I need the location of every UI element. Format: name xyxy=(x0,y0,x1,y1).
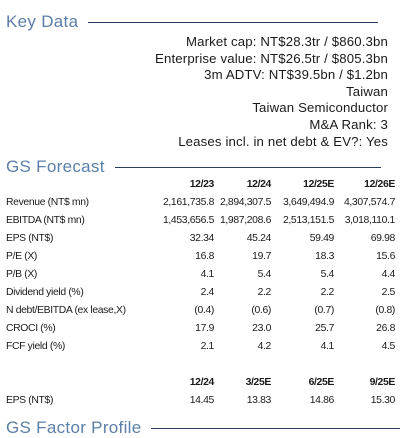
quarterly-table: 12/24 3/25E 6/25E 9/25E EPS (NT$) 14.45 … xyxy=(6,373,395,409)
cell-value: 23.0 xyxy=(252,322,271,334)
row-label: EPS (NT$) xyxy=(6,394,54,406)
header-year: 12/23 xyxy=(189,178,215,190)
cell-value: 25.7 xyxy=(315,322,334,334)
cell-value: 2.5 xyxy=(381,286,396,298)
gs-factor-profile-title: GS Factor Profile xyxy=(6,418,142,437)
cell-value: 2.1 xyxy=(200,340,215,352)
cell-value: 45.24 xyxy=(246,232,272,244)
row-label: Revenue (NT$ mn) xyxy=(6,196,89,208)
table-row: Revenue (NT$ mn) 2,161,735.8 2,894,307.5… xyxy=(6,193,395,211)
forecast-table: 12/23 12/24 12/25E 12/26E Revenue (NT$ m… xyxy=(6,175,395,355)
cell-value: 2.4 xyxy=(200,286,215,298)
table-row: EPS (NT$) 14.45 13.83 14.86 15.30 xyxy=(6,391,395,409)
cell-value: 2,513,151.5 xyxy=(282,214,334,226)
cell-value: 1,987,208.6 xyxy=(219,214,271,226)
cell-value: 17.9 xyxy=(195,322,214,334)
row-label: EBITDA (NT$ mn) xyxy=(6,214,85,226)
cell-value: (0.8) xyxy=(375,304,395,316)
row-label: N debt/EBITDA (ex lease,X) xyxy=(6,304,126,316)
leases-line: Leases incl. in net debt & EV?: Yes xyxy=(178,133,388,149)
row-label: EPS (NT$) xyxy=(6,232,54,244)
gs-forecast-title: GS Forecast xyxy=(6,157,105,176)
header-quarter: 6/25E xyxy=(308,376,335,388)
row-label: P/E (X) xyxy=(6,250,38,262)
header-empty xyxy=(6,373,136,391)
cell-value: 3,018,110.1 xyxy=(344,214,396,226)
cell-value: 16.8 xyxy=(195,250,214,262)
header-quarter: 3/25E xyxy=(245,376,272,388)
table-row: P/B (X) 4.1 5.4 5.4 4.4 xyxy=(6,265,395,283)
table-row: N debt/EBITDA (ex lease,X) (0.4) (0.6) (… xyxy=(6,301,395,319)
adtv-line: 3m ADTV: NT$39.5bn / $1.2bn xyxy=(204,67,388,83)
cell-value: 69.98 xyxy=(370,232,396,244)
table-row: CROCI (%) 17.9 23.0 25.7 26.8 xyxy=(6,319,395,337)
table-row: FCF yield (%) 2.1 4.2 4.1 4.5 xyxy=(6,337,395,355)
cell-value: (0.4) xyxy=(194,304,214,316)
cell-value: 14.86 xyxy=(309,394,335,406)
cell-value: 1,453,656.5 xyxy=(162,214,214,226)
gs-forecast-rule xyxy=(114,166,381,168)
header-quarter: 9/25E xyxy=(369,376,396,388)
cell-value: 3,649,494.9 xyxy=(282,196,334,208)
row-label: FCF yield (%) xyxy=(6,340,65,352)
row-label: CROCI (%) xyxy=(6,322,56,334)
forecast-header-row: 12/23 12/24 12/25E 12/26E xyxy=(6,175,396,193)
table-row: EPS (NT$) 32.34 45.24 59.49 69.98 xyxy=(6,229,395,247)
header-year: 12/25E xyxy=(303,178,334,190)
cell-value: 4.4 xyxy=(381,268,396,280)
ma-rank-line: M&A Rank: 3 xyxy=(309,116,388,132)
cell-value: 4.1 xyxy=(320,340,335,352)
cell-value: 26.8 xyxy=(376,322,395,334)
company-line: Taiwan Semiconductor xyxy=(252,100,388,116)
header-empty xyxy=(6,175,136,193)
cell-value: 2,894,307.5 xyxy=(219,196,271,208)
key-data-heading: Key Data xyxy=(6,12,379,32)
row-label: Dividend yield (%) xyxy=(6,286,84,298)
quarterly-header-row: 12/24 3/25E 6/25E 9/25E xyxy=(6,373,396,391)
gs-forecast-heading: GS Forecast xyxy=(6,157,381,177)
key-data-rule xyxy=(88,21,379,23)
cell-value: 15.30 xyxy=(370,394,396,406)
table-row: EBITDA (NT$ mn) 1,453,656.5 1,987,208.6 … xyxy=(6,211,395,229)
cell-value: 5.4 xyxy=(257,268,272,280)
enterprise-value-line: Enterprise value: NT$26.5tr / $805.3bn xyxy=(155,50,388,66)
cell-value: 4.1 xyxy=(200,268,215,280)
table-row: P/E (X) 16.8 19.7 18.3 15.6 xyxy=(6,247,395,265)
cell-value: 2,161,735.8 xyxy=(162,196,214,208)
country-line: Taiwan xyxy=(346,83,388,99)
key-data-title: Key Data xyxy=(6,12,79,31)
cell-value: 14.45 xyxy=(189,394,215,406)
gs-factor-profile-heading: GS Factor Profile xyxy=(6,418,400,438)
cell-value: (0.7) xyxy=(314,304,334,316)
cell-value: 13.83 xyxy=(246,394,272,406)
cell-value: 4.2 xyxy=(257,340,272,352)
cell-value: 32.34 xyxy=(189,232,215,244)
cell-value: 2.2 xyxy=(257,286,272,298)
header-year: 12/26E xyxy=(364,178,395,190)
header-year: 12/24 xyxy=(246,178,272,190)
cell-value: (0.6) xyxy=(251,304,271,316)
header-quarter: 12/24 xyxy=(189,376,215,388)
cell-value: 4,307,574.7 xyxy=(343,196,395,208)
row-label: P/B (X) xyxy=(6,268,38,280)
cell-value: 4.5 xyxy=(381,340,396,352)
cell-value: 18.3 xyxy=(315,250,334,262)
gs-factor-profile-rule xyxy=(151,427,400,429)
market-cap-line: Market cap: NT$28.3tr / $860.3bn xyxy=(186,34,388,49)
cell-value: 15.6 xyxy=(376,250,395,262)
cell-value: 5.4 xyxy=(320,268,335,280)
key-data-list: Market cap: NT$28.3tr / $860.3bn Enterpr… xyxy=(155,34,388,150)
cell-value: 59.49 xyxy=(309,232,335,244)
table-row: Dividend yield (%) 2.4 2.2 2.2 2.5 xyxy=(6,283,395,301)
cell-value: 19.7 xyxy=(252,250,271,262)
cell-value: 2.2 xyxy=(320,286,335,298)
